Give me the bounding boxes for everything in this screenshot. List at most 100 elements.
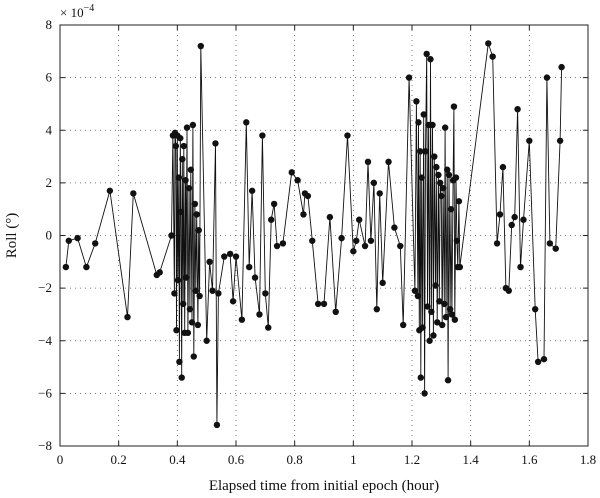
data-point bbox=[182, 177, 189, 184]
data-point bbox=[379, 279, 386, 287]
data-point bbox=[356, 216, 363, 223]
data-point bbox=[130, 190, 137, 197]
data-point bbox=[370, 179, 378, 187]
data-point bbox=[442, 313, 450, 321]
data-point bbox=[106, 187, 114, 194]
data-point bbox=[173, 327, 180, 334]
data-point bbox=[294, 177, 301, 184]
data-point bbox=[186, 305, 194, 313]
data-point bbox=[65, 237, 73, 244]
data-point bbox=[419, 324, 426, 331]
data-point bbox=[300, 211, 307, 218]
data-point bbox=[447, 205, 455, 213]
data-point bbox=[182, 274, 190, 281]
data-point bbox=[434, 319, 441, 326]
data-point bbox=[124, 313, 131, 321]
data-point bbox=[453, 237, 461, 244]
data-point bbox=[179, 155, 186, 163]
data-point bbox=[436, 298, 443, 305]
data-point bbox=[493, 240, 501, 247]
data-point bbox=[361, 242, 369, 250]
data-point bbox=[92, 240, 99, 247]
data-point bbox=[176, 358, 183, 365]
data-point bbox=[444, 377, 452, 384]
x-tick-label: 1.6 bbox=[521, 452, 538, 467]
y-tick-label: 6 bbox=[46, 70, 53, 85]
x-tick-label: 0.8 bbox=[287, 452, 303, 467]
y-tick-labels: −8 −6 −4 −2 0 2 4 6 8 bbox=[38, 17, 52, 453]
y-tick-label: −4 bbox=[38, 333, 52, 348]
data-point bbox=[191, 200, 199, 208]
data-point bbox=[184, 329, 192, 337]
data-point bbox=[314, 300, 322, 308]
y-tick-label: 8 bbox=[46, 17, 53, 32]
data-point bbox=[534, 358, 542, 365]
data-point bbox=[430, 332, 437, 339]
data-point bbox=[156, 269, 163, 276]
data-point bbox=[209, 287, 216, 294]
x-tick-label: 0 bbox=[57, 452, 64, 467]
x-tick-label: 1.8 bbox=[580, 452, 596, 467]
data-point bbox=[309, 237, 316, 244]
x-tick-label: 1.2 bbox=[404, 452, 420, 467]
data-point bbox=[168, 232, 175, 239]
data-point bbox=[175, 174, 182, 181]
data-point bbox=[248, 187, 256, 194]
data-point bbox=[185, 184, 193, 192]
data-point bbox=[213, 421, 221, 429]
data-point bbox=[520, 216, 527, 223]
data-point bbox=[238, 316, 246, 323]
data-point bbox=[511, 213, 518, 221]
data-point bbox=[190, 353, 197, 360]
data-point bbox=[221, 253, 228, 260]
data-point bbox=[496, 211, 504, 218]
x-axis-title: Elapsed time from initial epoch (hour) bbox=[209, 478, 439, 494]
data-point bbox=[444, 166, 451, 173]
data-point bbox=[543, 74, 551, 81]
data-point bbox=[180, 142, 187, 150]
data-point bbox=[391, 224, 398, 231]
data-point bbox=[417, 374, 424, 381]
data-point bbox=[448, 311, 456, 318]
data-point bbox=[259, 132, 266, 139]
data-point bbox=[243, 119, 250, 126]
data-point bbox=[171, 290, 178, 297]
data-point bbox=[438, 192, 445, 200]
x-tick-label: 0.2 bbox=[111, 452, 127, 467]
data-point bbox=[251, 274, 259, 281]
data-point bbox=[174, 277, 182, 284]
data-point bbox=[526, 137, 533, 144]
data-point bbox=[505, 287, 512, 294]
data-point bbox=[177, 208, 185, 216]
data-point bbox=[187, 166, 195, 173]
data-point bbox=[552, 245, 559, 252]
data-point bbox=[421, 390, 428, 397]
data-point bbox=[193, 211, 200, 218]
y-tick-label: 4 bbox=[46, 122, 53, 137]
data-point bbox=[429, 121, 436, 129]
data-point bbox=[405, 74, 413, 81]
data-point bbox=[350, 248, 357, 255]
x-tick-label: 0.4 bbox=[169, 452, 186, 467]
data-point bbox=[226, 250, 234, 258]
data-point bbox=[332, 308, 339, 316]
data-point bbox=[265, 324, 272, 331]
data-point bbox=[415, 119, 422, 126]
x-tick-label: 1.4 bbox=[463, 452, 480, 467]
data-point bbox=[256, 311, 263, 318]
data-point bbox=[229, 298, 237, 305]
data-point bbox=[270, 200, 278, 208]
data-point bbox=[558, 63, 565, 71]
data-point bbox=[288, 169, 295, 176]
data-point bbox=[367, 237, 375, 244]
data-point bbox=[203, 337, 210, 344]
data-point bbox=[180, 300, 187, 308]
roll-series bbox=[62, 40, 565, 429]
data-point bbox=[420, 111, 427, 118]
data-point bbox=[197, 42, 204, 50]
data-point bbox=[196, 292, 203, 300]
data-point bbox=[508, 221, 515, 229]
data-point bbox=[546, 240, 554, 247]
data-point bbox=[446, 305, 454, 313]
data-point bbox=[178, 374, 185, 381]
